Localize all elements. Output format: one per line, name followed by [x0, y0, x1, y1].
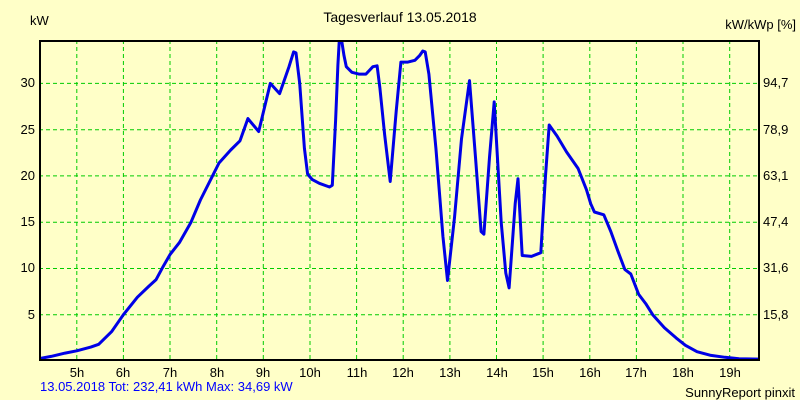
plot-area — [39, 40, 760, 361]
chart-title: Tagesverlauf 13.05.2018 — [323, 9, 477, 25]
x-axis-tick-hour: 7h — [162, 365, 178, 380]
totals-text: 13.05.2018 Tot: 232,41 kWh Max: 34,69 kW — [40, 379, 293, 394]
report-credit-text: SunnyReport pinxit — [685, 385, 795, 400]
y-axis-tick-kw: 20 — [20, 168, 35, 183]
x-axis-tick-hour: 9h — [255, 365, 271, 380]
y-axis-tick-pct: 78,9 — [763, 122, 789, 137]
x-axis-tick-hour: 17h — [625, 365, 647, 380]
power-curve — [39, 40, 760, 361]
x-axis-tick-hour: 10h — [299, 365, 321, 380]
x-axis-tick-hour: 13h — [439, 365, 461, 380]
y-axis-tick-kw: 15 — [20, 214, 35, 229]
y-axis-tick-pct: 31,6 — [763, 260, 789, 275]
x-axis-tick-hour: 8h — [209, 365, 225, 380]
x-axis-tick-hour: 5h — [69, 365, 85, 380]
x-axis-tick-hour: 16h — [579, 365, 601, 380]
x-axis-tick-hour: 6h — [115, 365, 131, 380]
plot-border — [39, 40, 760, 361]
x-axis-tick-hour: 19h — [719, 365, 741, 380]
y-axis-tick-pct: 94,7 — [763, 75, 789, 90]
x-axis-tick-hour: 14h — [486, 365, 508, 380]
x-axis-tick-hour: 12h — [392, 365, 414, 380]
y-axis-tick-pct: 15,8 — [763, 307, 789, 322]
y-axis-tick-kw: 30 — [20, 75, 35, 90]
y-axis-tick-pct: 47,4 — [763, 214, 789, 229]
y-axis-tick-kw: 25 — [20, 122, 35, 137]
y-axis-tick-kw: 10 — [20, 260, 35, 275]
y-axis-tick-kw: 5 — [27, 307, 35, 322]
y-axis-tick-pct: 63,1 — [763, 168, 789, 183]
right-axis-unit-label: kW/kWp [%] — [725, 17, 796, 32]
x-axis-tick-hour: 11h — [346, 365, 368, 380]
left-axis-unit-label: kW — [30, 13, 49, 28]
x-axis-tick-hour: 15h — [532, 365, 554, 380]
x-axis-tick-hour: 18h — [672, 365, 694, 380]
